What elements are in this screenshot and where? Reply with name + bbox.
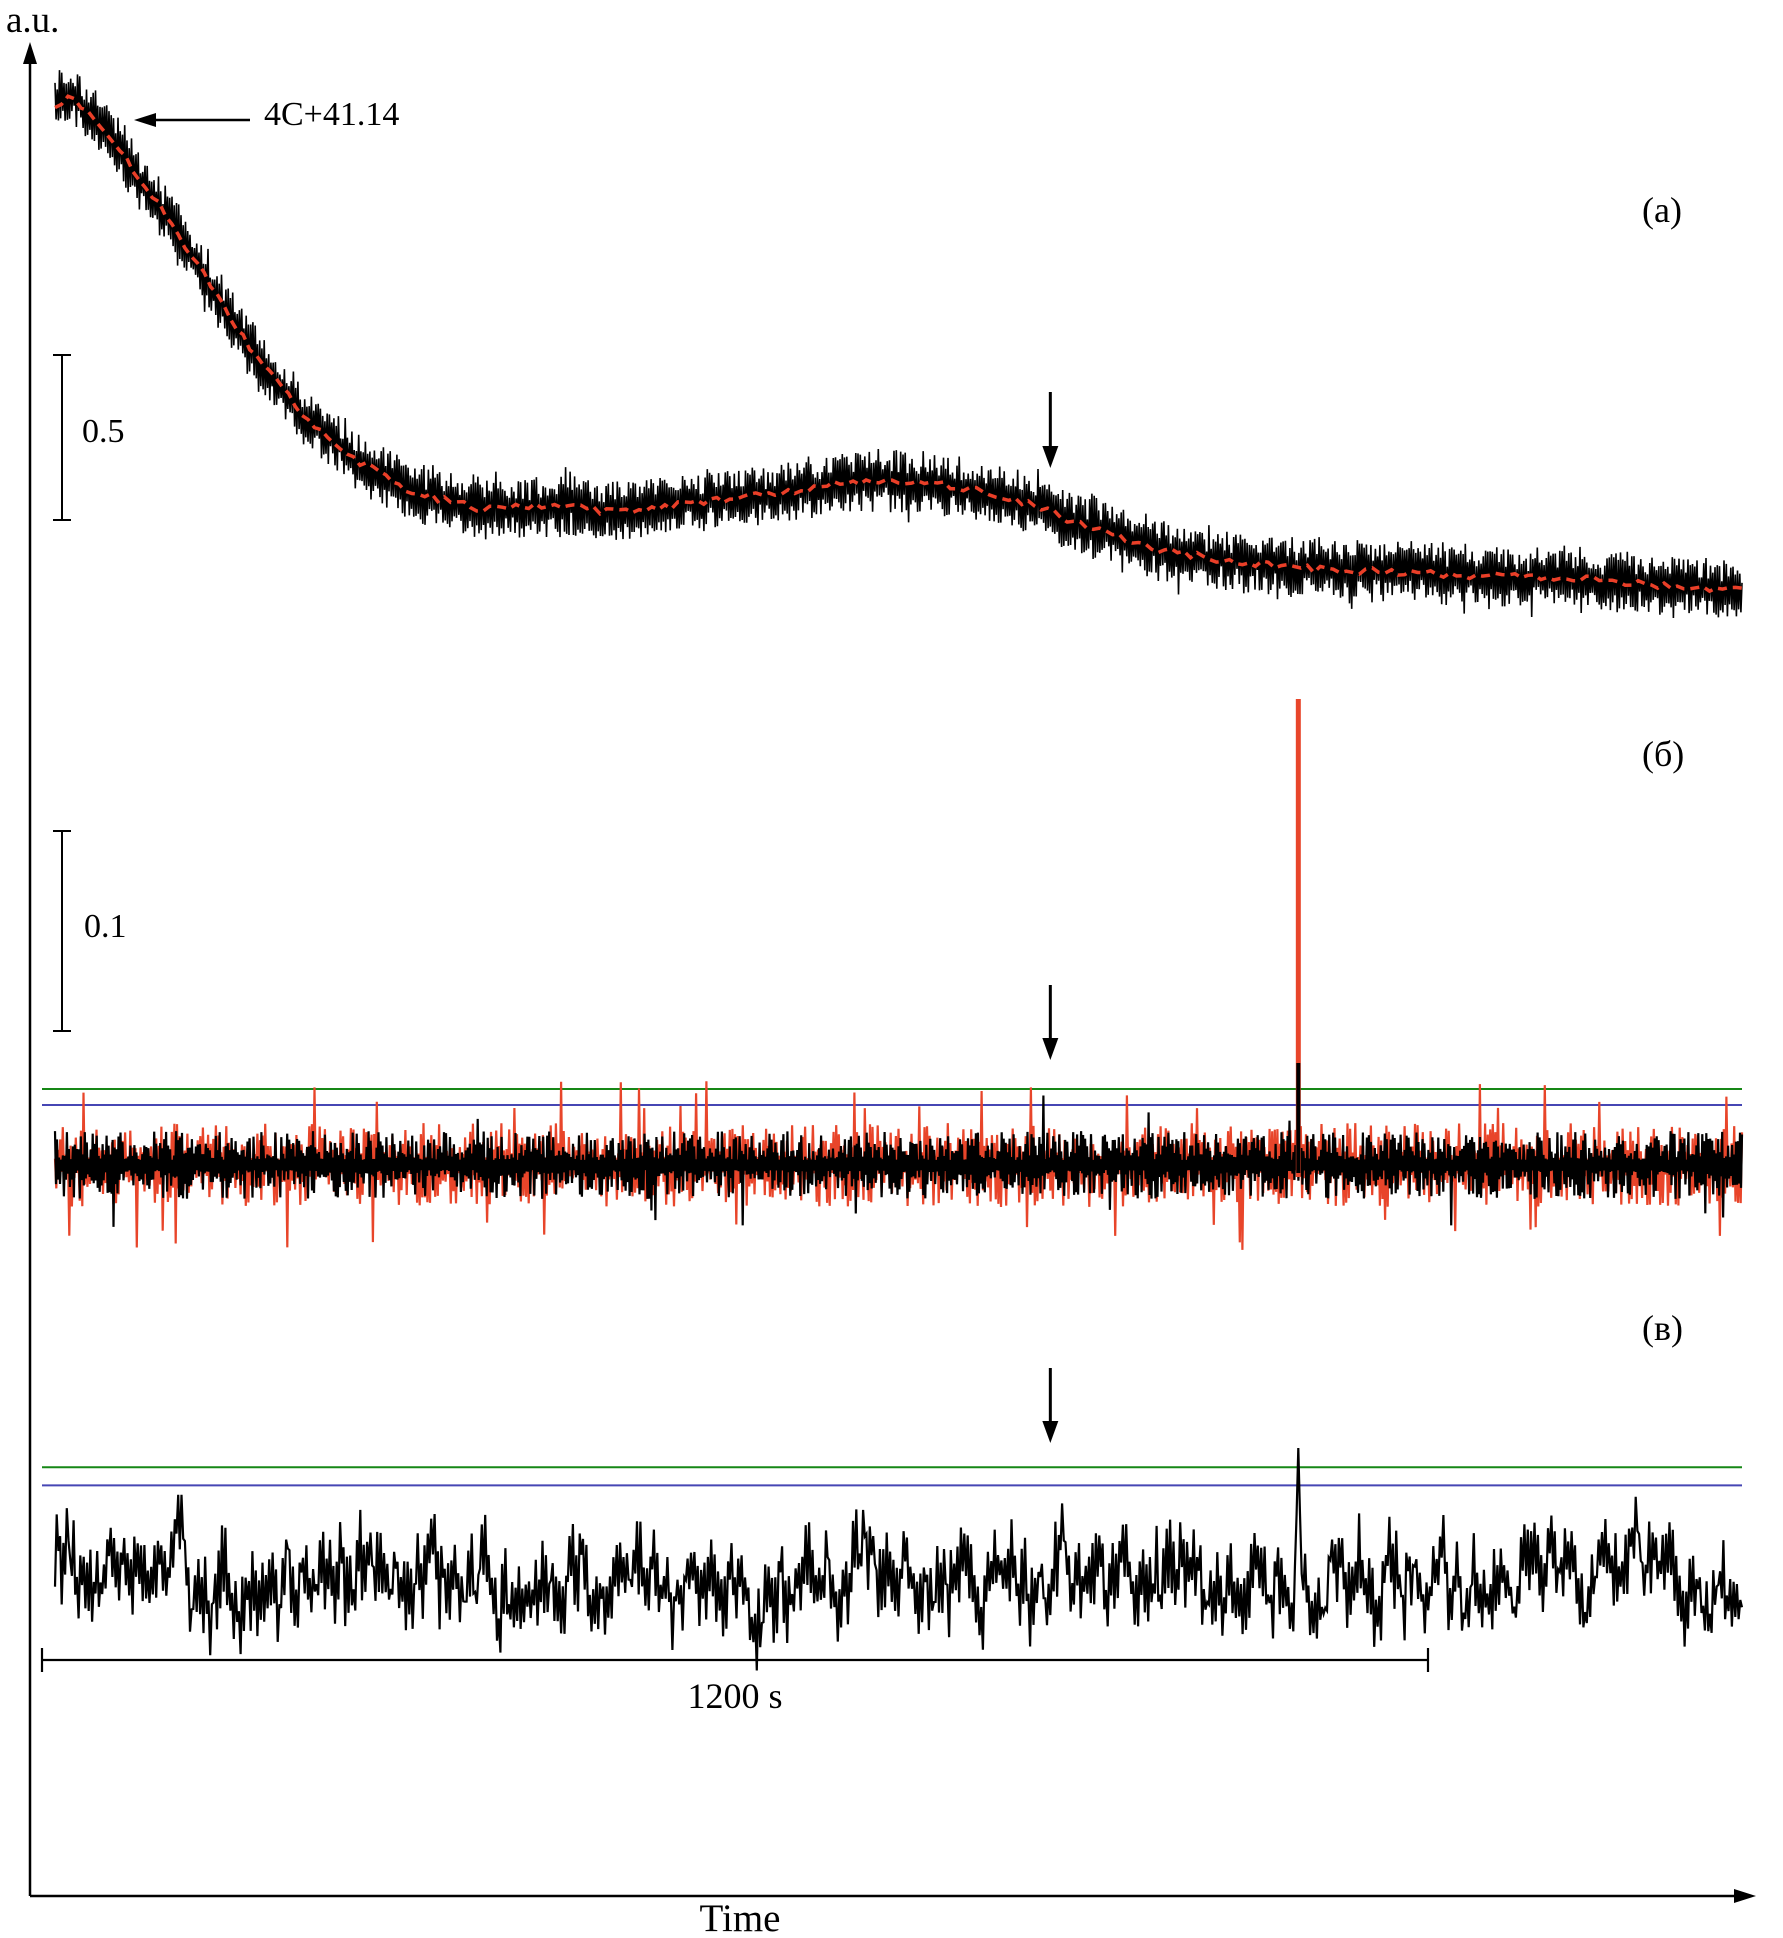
- residual-trace-v: [53, 1447, 1744, 1671]
- annotation-arrowhead: [134, 113, 156, 127]
- y-axis-label: a.u.: [6, 0, 60, 41]
- scale-bar-label-b: 0.1: [84, 908, 127, 945]
- panel-label-b: (б): [1642, 734, 1685, 774]
- raw-trace-a: [54, 70, 1743, 619]
- panel-label-v: (в): [1642, 1308, 1683, 1348]
- smoothed-trace-a: [54, 94, 1743, 594]
- event-arrow-b-head: [1042, 1038, 1059, 1060]
- annotation-source-name: 4C+41.14: [264, 96, 400, 133]
- event-arrow-v-head: [1042, 1421, 1059, 1443]
- event-arrow-a-head: [1042, 446, 1059, 468]
- residual-trace-black: [53, 1095, 1744, 1227]
- duration-bar-label: 1200 s: [687, 1676, 783, 1716]
- y-axis-arrowhead: [23, 42, 37, 64]
- scale-bar-label-a: 0.5: [82, 413, 125, 450]
- x-axis-arrowhead: [1734, 1889, 1756, 1903]
- panel-label-a: (а): [1642, 190, 1682, 230]
- x-axis-label: Time: [699, 1897, 781, 1938]
